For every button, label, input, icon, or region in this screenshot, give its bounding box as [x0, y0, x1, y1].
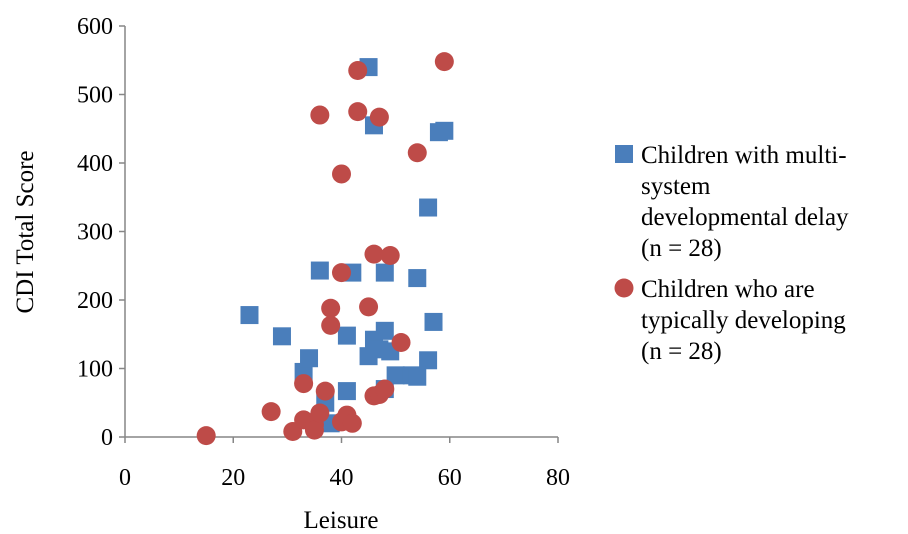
data-point-typically-developing: [304, 420, 324, 440]
data-point-typically-developing: [261, 402, 281, 422]
data-point-typically-developing: [348, 102, 368, 122]
data-point-typically-developing: [196, 426, 216, 446]
plot-area: 0 100 200 300 400 500 600 0 20 40 60 80: [77, 14, 570, 491]
legend-label: developmental delay: [641, 204, 849, 231]
data-point-multisystem-delay: [408, 367, 427, 386]
data-point-multisystem-delay: [337, 382, 356, 401]
legend-marker-circle: [614, 278, 634, 298]
data-point-typically-developing: [407, 143, 427, 163]
legend-label: typically developing: [641, 307, 846, 334]
y-tick-label: 500: [77, 83, 113, 109]
data-point-multisystem-delay: [272, 327, 291, 346]
legend-marker-square: [615, 145, 633, 163]
legend-label: Children who are: [641, 276, 815, 303]
y-axis-ticks: 0 100 200 300 400 500 600: [77, 14, 125, 451]
data-point-typically-developing: [434, 52, 454, 72]
data-point-multisystem-delay: [337, 326, 356, 345]
data-point-multisystem-delay: [424, 312, 443, 331]
data-point-typically-developing: [348, 61, 368, 81]
legend-label: (n = 28): [641, 235, 722, 262]
data-point-typically-developing: [359, 297, 379, 317]
data-point-typically-developing: [310, 403, 330, 423]
data-point-multisystem-delay: [240, 306, 259, 325]
data-point-multisystem-delay: [419, 198, 438, 217]
data-point-multisystem-delay: [375, 263, 394, 282]
x-tick-label: 60: [438, 465, 462, 491]
data-point-multisystem-delay: [300, 349, 319, 368]
data-point-typically-developing: [369, 107, 389, 127]
legend-label: system: [641, 173, 711, 200]
x-tick-label: 20: [221, 465, 245, 491]
data-point-multisystem-delay: [310, 261, 329, 280]
data-point-multisystem-delay: [386, 366, 405, 385]
data-point-multisystem-delay: [419, 351, 438, 370]
data-point-typically-developing: [315, 381, 335, 401]
y-tick-label: 400: [77, 151, 113, 177]
data-points: [196, 52, 454, 446]
data-point-typically-developing: [332, 164, 351, 184]
data-point-typically-developing: [380, 245, 400, 265]
x-tick-label: 40: [330, 465, 354, 491]
data-point-multisystem-delay: [375, 321, 394, 340]
data-point-typically-developing: [342, 413, 362, 433]
y-tick-label: 100: [77, 357, 113, 383]
x-tick-label: 0: [119, 465, 131, 491]
y-axis-title: CDI Total Score: [12, 150, 39, 313]
data-point-typically-developing: [391, 332, 411, 352]
y-tick-label: 300: [77, 220, 113, 246]
y-tick-label: 0: [101, 425, 113, 451]
x-axis-title: Leisure: [304, 507, 379, 534]
data-point-typically-developing: [321, 298, 341, 318]
legend-label: Children with multi-: [641, 142, 847, 169]
y-tick-label: 200: [77, 288, 113, 314]
data-point-typically-developing: [294, 374, 314, 394]
x-axis-ticks: 0 20 40 60 80: [119, 437, 570, 491]
data-point-multisystem-delay: [435, 121, 454, 140]
data-point-typically-developing: [375, 379, 395, 399]
legend-label: (n = 28): [641, 338, 722, 365]
legend: Children with multi-system developmental …: [614, 142, 849, 365]
y-tick-label: 600: [77, 14, 113, 40]
data-point-typically-developing: [332, 263, 351, 283]
data-point-typically-developing: [310, 105, 330, 125]
data-point-multisystem-delay: [408, 269, 427, 288]
data-point-typically-developing: [364, 244, 384, 264]
x-tick-label: 80: [546, 465, 570, 491]
data-point-typically-developing: [321, 315, 341, 335]
